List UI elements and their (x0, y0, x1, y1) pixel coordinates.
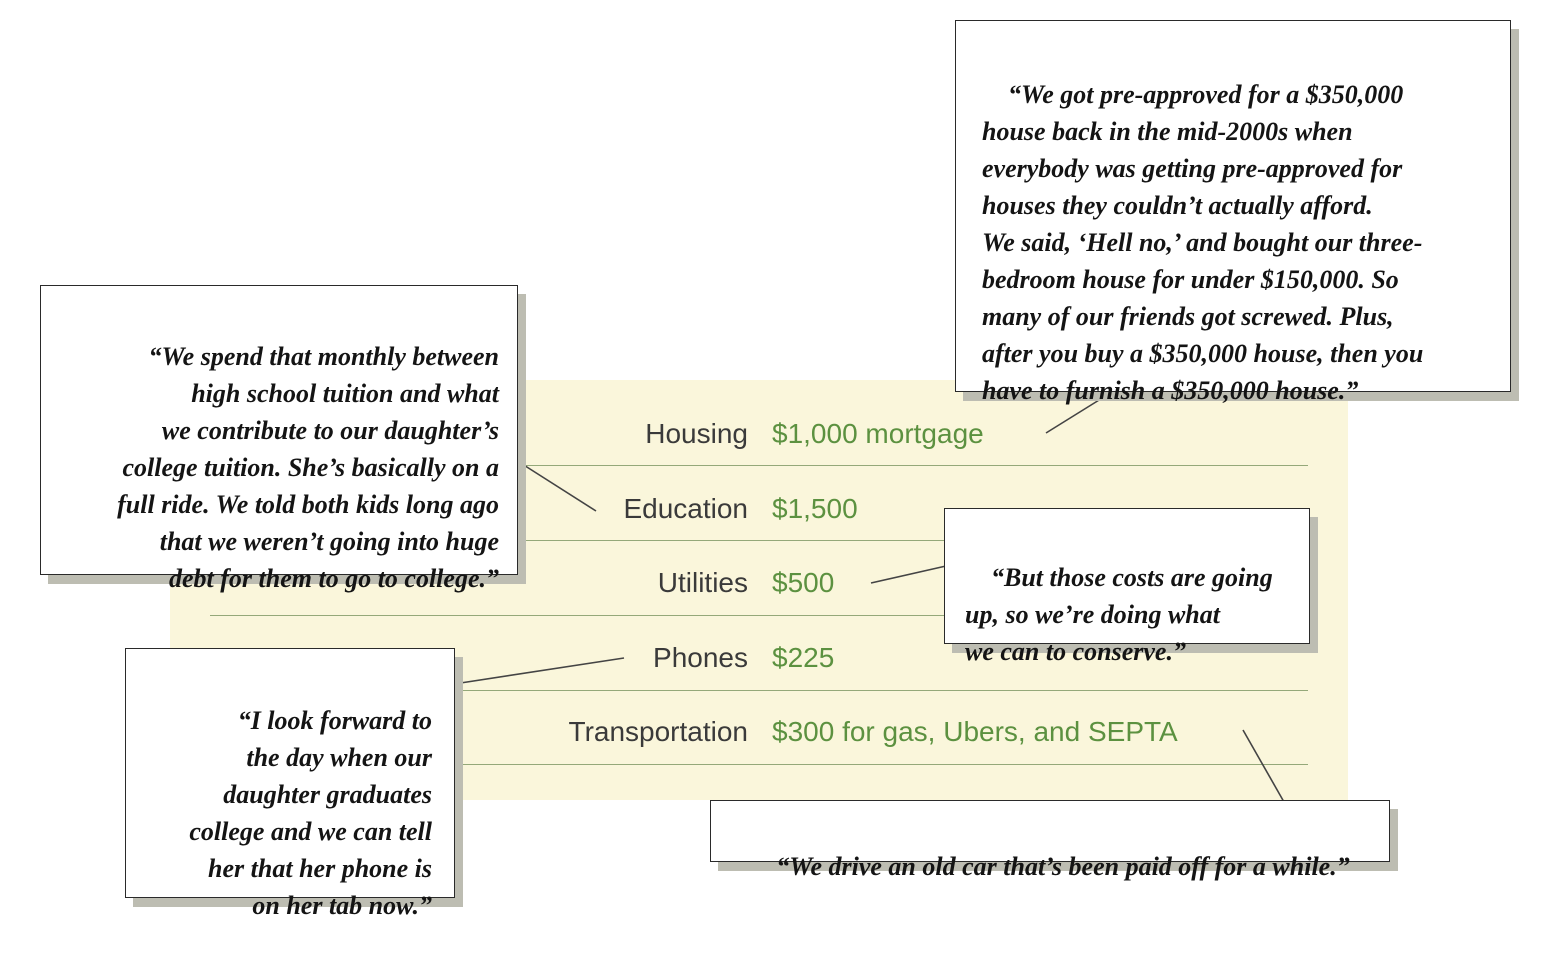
quote-box-phones: “I look forward to the day when our daug… (125, 648, 455, 920)
quote-text-utilities: “But those costs are going up, so we’re … (965, 563, 1273, 666)
budget-row-phones: Phones $225 (0, 641, 1551, 675)
row-label: Education (623, 493, 748, 524)
row-value: $1,500 (772, 493, 858, 524)
row-value: $500 (772, 567, 835, 598)
row-divider-housing (210, 465, 1308, 466)
quote-box-utilities: “But those costs are going up, so we’re … (944, 508, 1310, 666)
row-label: Transportation (568, 716, 749, 747)
budget-row-housing: Housing $1,000 mortgage (0, 417, 1551, 451)
budget-row-transportation: Transportation $300 for gas, Ubers, and … (0, 715, 1551, 749)
quote-box-transportation: “We drive an old car that’s been paid of… (710, 800, 1390, 881)
row-divider-transportation (210, 764, 1308, 765)
row-label: Utilities (657, 567, 748, 598)
row-value: $1,000 mortgage (772, 418, 984, 449)
quote-text-housing: “We got pre-approved for a $350,000 hous… (982, 80, 1424, 405)
quote-text-phones: “I look forward to the day when our daug… (189, 706, 432, 920)
quote-text-transportation: “We drive an old car that’s been paid of… (776, 852, 1350, 881)
row-label: Phones (653, 642, 748, 673)
row-divider-phones (210, 690, 1308, 691)
row-label: Housing (645, 418, 748, 449)
quote-text-education: “We spend that monthly between high scho… (117, 342, 499, 593)
row-value: $225 (772, 642, 835, 673)
budget-row-education: Education $1,500 (0, 492, 1551, 526)
row-divider-utilities (210, 615, 1308, 616)
row-divider-education (210, 540, 1308, 541)
quote-box-housing: “We got pre-approved for a $350,000 hous… (955, 20, 1511, 405)
budget-row-utilities: Utilities $500 (0, 566, 1551, 600)
row-value: $300 for gas, Ubers, and SEPTA (772, 716, 1178, 747)
quote-box-education: “We spend that monthly between high scho… (40, 285, 518, 593)
